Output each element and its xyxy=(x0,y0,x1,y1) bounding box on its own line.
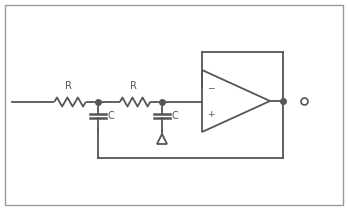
Text: +: + xyxy=(207,110,214,119)
Text: −: − xyxy=(207,83,214,92)
Text: R: R xyxy=(65,81,71,91)
Text: C: C xyxy=(108,111,115,121)
Text: C: C xyxy=(172,111,179,121)
Text: R: R xyxy=(129,81,136,91)
